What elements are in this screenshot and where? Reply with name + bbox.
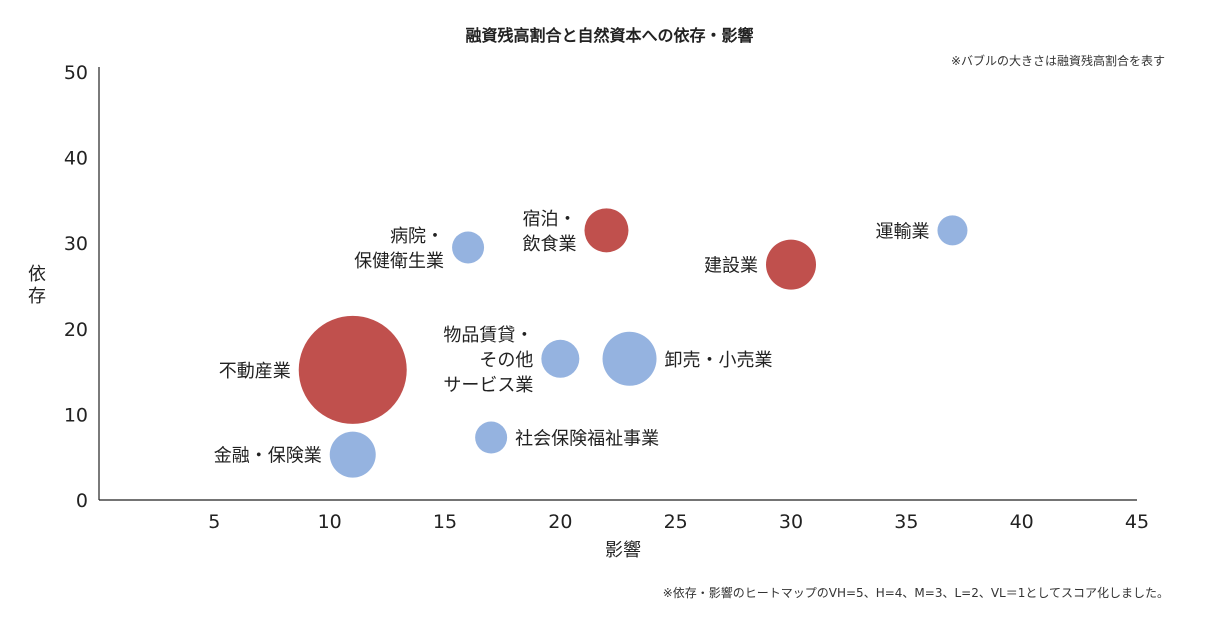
- bubble-label: 保健衛生業: [354, 251, 444, 272]
- bubble-病院・保健衛生業: [452, 231, 485, 264]
- scoring-footnote: ※依存・影響のヒートマップのVH=5、H=4、M=3、L=2、VL＝1としてスコ…: [662, 586, 1169, 600]
- bubble-宿泊・飲食業: [584, 208, 629, 253]
- y-tick-label: 10: [64, 404, 88, 426]
- x-tick-label: 25: [664, 511, 688, 533]
- bubble-金融・保険業: [329, 431, 376, 478]
- bubble-size-note: ※バブルの大きさは融資残高割合を表す: [950, 54, 1165, 68]
- y-tick-label: 40: [64, 148, 88, 170]
- bubble-label: 運輸業: [875, 221, 929, 242]
- bubble-label: 卸売・小売業: [665, 350, 773, 371]
- bubble-運輸業: [937, 215, 968, 246]
- bubble-建設業: [766, 239, 816, 290]
- x-tick-label: 30: [779, 511, 803, 533]
- x-tick-label: 40: [1010, 511, 1034, 533]
- x-axis-label: 影響: [605, 540, 641, 561]
- bubble-label: 飲食業: [522, 234, 576, 255]
- bubble-社会保険福祉事業: [475, 421, 508, 454]
- bubble-label: 病院・: [390, 226, 444, 247]
- y-tick-label: 0: [76, 490, 88, 512]
- axes: [98, 67, 1137, 501]
- x-tick-label: 45: [1125, 511, 1149, 533]
- y-tick-label: 30: [64, 233, 88, 255]
- x-tick-label: 10: [318, 511, 342, 533]
- bubble-label: 物品賃貸・: [443, 325, 533, 346]
- x-tick-label: 15: [433, 511, 457, 533]
- y-tick-labels: 0 10 20 30 40 50: [64, 62, 88, 512]
- bubble-label: 金融・保険業: [214, 446, 322, 467]
- y-tick-label: 50: [64, 62, 88, 84]
- bubble-物品賃貸・その他サービス業: [541, 339, 580, 378]
- y-tick-label: 20: [64, 319, 88, 341]
- chart-title: 融資残高割合と自然資本への依存・影響: [465, 26, 754, 45]
- bubble-label: 不動産業: [219, 361, 291, 382]
- bubble-label: その他: [479, 350, 533, 371]
- bubble-卸売・小売業: [602, 331, 657, 386]
- bubble-label: 建設業: [704, 256, 758, 277]
- x-tick-label: 35: [894, 511, 918, 533]
- bubble-label: 宿泊・: [522, 209, 576, 230]
- y-axis-label: 依存: [28, 264, 46, 307]
- bubble-label: サービス業: [443, 375, 533, 396]
- x-tick-labels: 5 10 15 20 25 30 35 40 45: [208, 511, 1149, 533]
- bubbles: [298, 208, 968, 478]
- bubble-不動産業: [298, 315, 407, 424]
- x-tick-label: 20: [548, 511, 572, 533]
- x-tick-label: 5: [208, 511, 220, 533]
- bubble-label: 社会保険福祉事業: [515, 429, 659, 450]
